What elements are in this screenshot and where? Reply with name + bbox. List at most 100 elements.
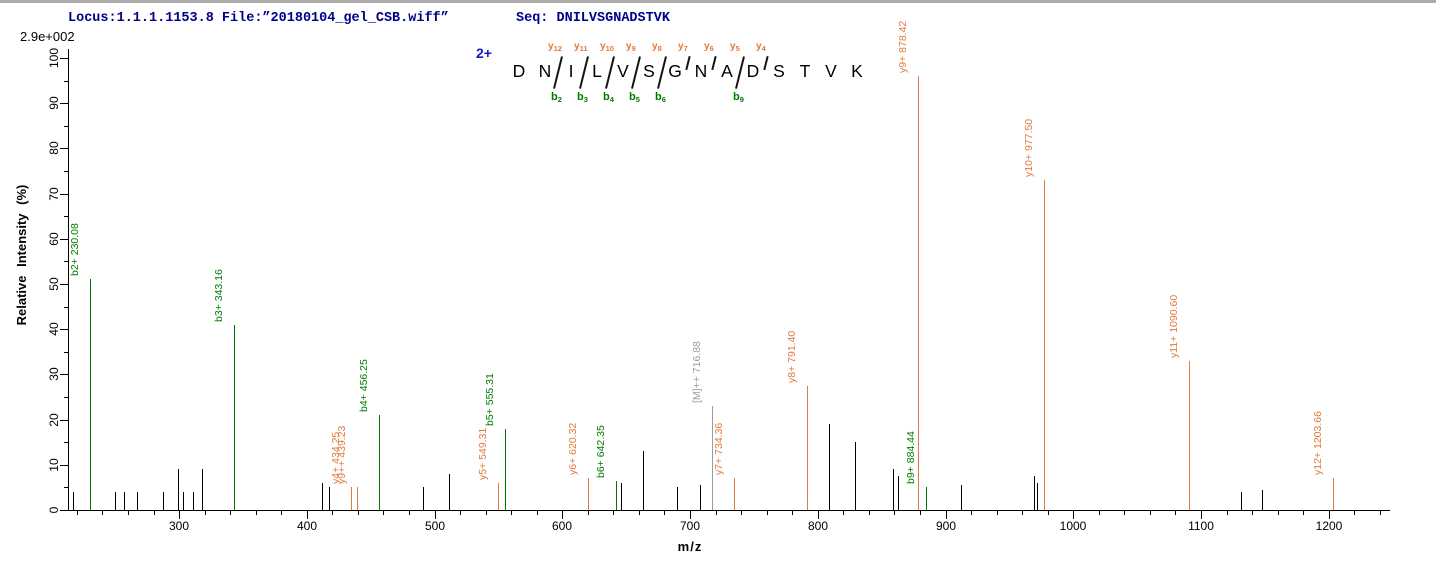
spectrum-peak-[M]++ (712, 406, 713, 510)
residue-1-D: D (512, 61, 526, 81)
y-axis-title: Relative Intensity (%) (14, 184, 29, 326)
x-axis-tick (741, 511, 742, 515)
spectrum-peak (449, 474, 450, 510)
spectrum-peak (183, 492, 184, 510)
y-axis-tick (60, 148, 68, 149)
base-peak-intensity-label: 2.9e+002 (20, 29, 75, 44)
spectrum-peak-b9+ (926, 487, 927, 510)
x-axis-tick (154, 511, 155, 515)
y-axis-tick (60, 284, 68, 285)
x-axis-tick (1073, 511, 1074, 519)
locus-file-label: Locus:1.1.1.1153.8 File:”20180104_gel_CS… (68, 11, 449, 26)
residue-7-G: G (668, 61, 682, 81)
y-axis-tick (60, 420, 68, 421)
spectrum-peak-b6+ (616, 481, 617, 510)
spectrum-peak (329, 487, 330, 510)
x-axis-tick (818, 511, 819, 519)
x-axis-title: m/z (677, 539, 703, 554)
x-axis-tick (435, 511, 436, 519)
x-axis-tick (1303, 511, 1304, 515)
y-axis-tick (60, 58, 68, 59)
x-axis-tick (1252, 511, 1253, 515)
x-axis-tick (205, 511, 206, 515)
y-axis-tick (64, 81, 68, 82)
peak-label: b6+ 642.35 (595, 425, 607, 478)
b-ion-label-b4: b4 (603, 91, 614, 104)
spectrum-peak (137, 492, 138, 510)
x-axis-tick (332, 511, 333, 515)
spectrum-peak (677, 487, 678, 510)
x-axis-tick (1380, 511, 1381, 515)
peak-label: y6+ 620.32 (567, 422, 579, 475)
x-axis-tick-label: 400 (296, 519, 318, 533)
y-axis-tick (60, 103, 68, 104)
x-axis-tick (792, 511, 793, 515)
spectrum-peak (124, 492, 125, 510)
peak-label: b5+ 555.31 (484, 373, 496, 426)
y-axis-tick (60, 239, 68, 240)
y-ion-label-y7: y7 (678, 41, 688, 53)
spectrum-peak-b3+ (234, 325, 235, 510)
y-ion-label-y9: y9 (626, 41, 636, 53)
x-axis-tick (1329, 511, 1330, 519)
residue-10-D: D (746, 61, 760, 81)
x-axis-tick (179, 511, 180, 519)
residue-11-S: S (773, 61, 785, 81)
b-ion-label-b3: b3 (577, 91, 588, 104)
y-ion-label-y10: y10 (600, 41, 614, 53)
x-axis-tick (256, 511, 257, 515)
x-axis-tick-label: 1000 (1059, 519, 1087, 533)
x-axis-tick-label: 700 (679, 519, 701, 533)
x-axis-tick (997, 511, 998, 515)
y-axis-line (68, 49, 69, 511)
x-axis-tick (1278, 511, 1279, 515)
spectrum-peak-y6+ (588, 478, 589, 510)
x-axis-tick (281, 511, 282, 515)
y-axis-tick (60, 194, 68, 195)
y-axis-tick-label: 0 (47, 506, 61, 514)
y-ion-label-y6: y6 (704, 41, 714, 53)
y-axis-tick-label: 30 (47, 367, 61, 381)
x-axis-tick (664, 511, 665, 515)
y-axis-tick (64, 216, 68, 217)
y-ion-label-y5: y5 (730, 41, 740, 53)
spectrum-peak-b4+ (379, 415, 380, 510)
peak-label: y11+ 1090.60 (1168, 294, 1180, 358)
y-axis-tick (64, 171, 68, 172)
residue-8-N: N (694, 61, 708, 81)
x-axis-tick (307, 511, 308, 519)
spectrum-peak (961, 485, 962, 510)
x-axis-tick (358, 511, 359, 515)
y-axis-tick (60, 374, 68, 375)
spectrum-peak (893, 469, 894, 510)
spectrum-peak-y10+ (1044, 180, 1045, 510)
b-ion-label-b2: b2 (551, 91, 562, 104)
x-axis-tick (869, 511, 870, 515)
peak-label: b4+ 456.25 (358, 359, 370, 412)
residue-6-S: S (643, 61, 655, 81)
y-axis-tick-label: 50 (47, 277, 61, 291)
x-axis-tick (409, 511, 410, 515)
spectrum-peak-y7+ (734, 478, 735, 510)
x-axis-tick-label: 500 (424, 519, 446, 533)
x-axis-tick (230, 511, 231, 515)
y-axis-tick (64, 397, 68, 398)
x-axis-tick (971, 511, 972, 515)
spectrum-peak (898, 476, 899, 510)
x-axis-tick (102, 511, 103, 515)
spectrum-peak (115, 492, 116, 510)
x-axis-tick (1201, 511, 1202, 519)
peak-label: y9++ 439.23 (336, 425, 348, 484)
spectrum-peak (178, 469, 179, 510)
x-axis-tick-label: 300 (168, 519, 190, 533)
spectrum-peak-y9++ (357, 487, 358, 510)
y-axis-tick-label: 80 (47, 141, 61, 155)
y-axis-tick (60, 329, 68, 330)
spectrum-peak-b2+ (90, 279, 91, 510)
y-ion-label-y4: y4 (756, 41, 766, 53)
y-axis-tick (60, 510, 68, 511)
peak-label: y8+ 791.40 (786, 330, 798, 383)
y-axis-tick (64, 307, 68, 308)
spectrum-peak (73, 492, 74, 510)
x-axis-tick (613, 511, 614, 515)
